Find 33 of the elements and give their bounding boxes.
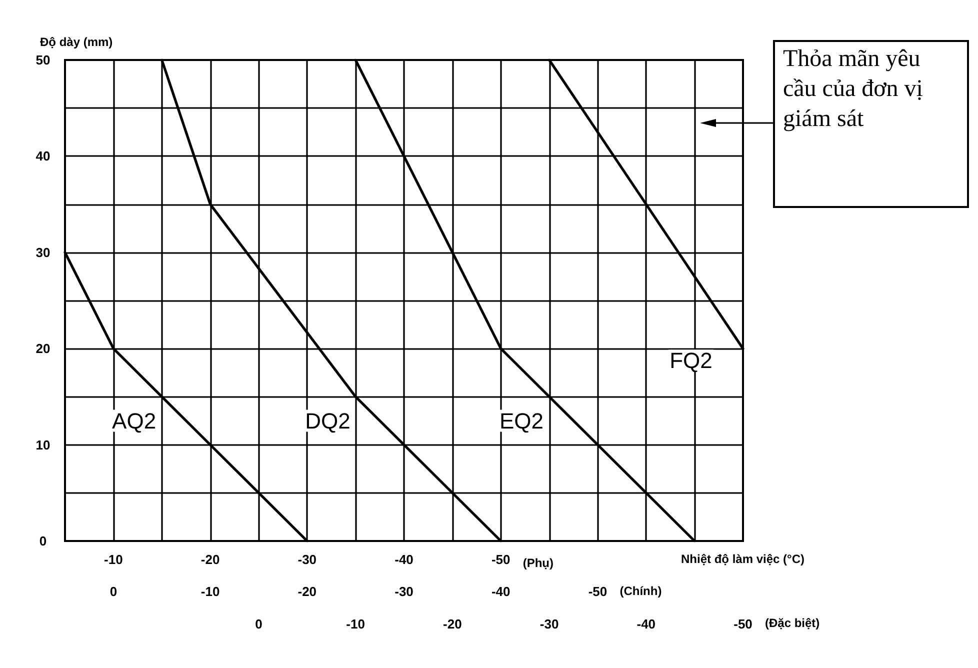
- x2-tick-label: -10: [346, 616, 365, 632]
- text: -30: [394, 584, 414, 599]
- x2-tick-label: -50: [734, 616, 752, 632]
- series-label: FQ2: [670, 348, 712, 374]
- x-tick-label: -50: [491, 552, 510, 567]
- x-tick-label: -20: [200, 552, 220, 567]
- y-tick-label: 40: [36, 148, 50, 164]
- text: 0: [110, 584, 118, 599]
- y-tick-label: 0: [39, 534, 47, 548]
- x2-tick-label: 0: [255, 616, 262, 632]
- y-tick-label: 30: [36, 244, 50, 260]
- x2-tick-label: -40: [636, 616, 656, 632]
- series-label: EQ2: [499, 408, 544, 434]
- y-axis-title: Độ dày (mm): [40, 35, 113, 49]
- x-tick-label: -30: [298, 552, 317, 567]
- text: -50: [588, 584, 608, 599]
- x-axis-title: Nhiệt độ làm việc (°C): [681, 552, 804, 566]
- y-tick-label: 20: [36, 341, 50, 356]
- x2-axis-title: (Chính): [620, 584, 662, 598]
- x2-tick-label: -20: [443, 616, 462, 632]
- text: -40: [491, 584, 510, 599]
- x-tick-label: -10: [104, 552, 123, 567]
- y-tick-label: 10: [36, 437, 50, 452]
- text: -10: [200, 584, 220, 599]
- x2-tick-label: -30: [540, 616, 559, 632]
- series-label: AQ2: [112, 408, 156, 434]
- text: (Phụ): [522, 556, 554, 570]
- text: Thỏa mãn yêu cầu của đơn vị giám sát: [773, 40, 969, 208]
- text: -20: [298, 584, 317, 599]
- series-label: DQ2: [305, 408, 350, 434]
- text: (Đặc biệt): [765, 616, 820, 630]
- y-tick-label: 50: [36, 52, 50, 68]
- x-tick-label: -40: [394, 552, 414, 567]
